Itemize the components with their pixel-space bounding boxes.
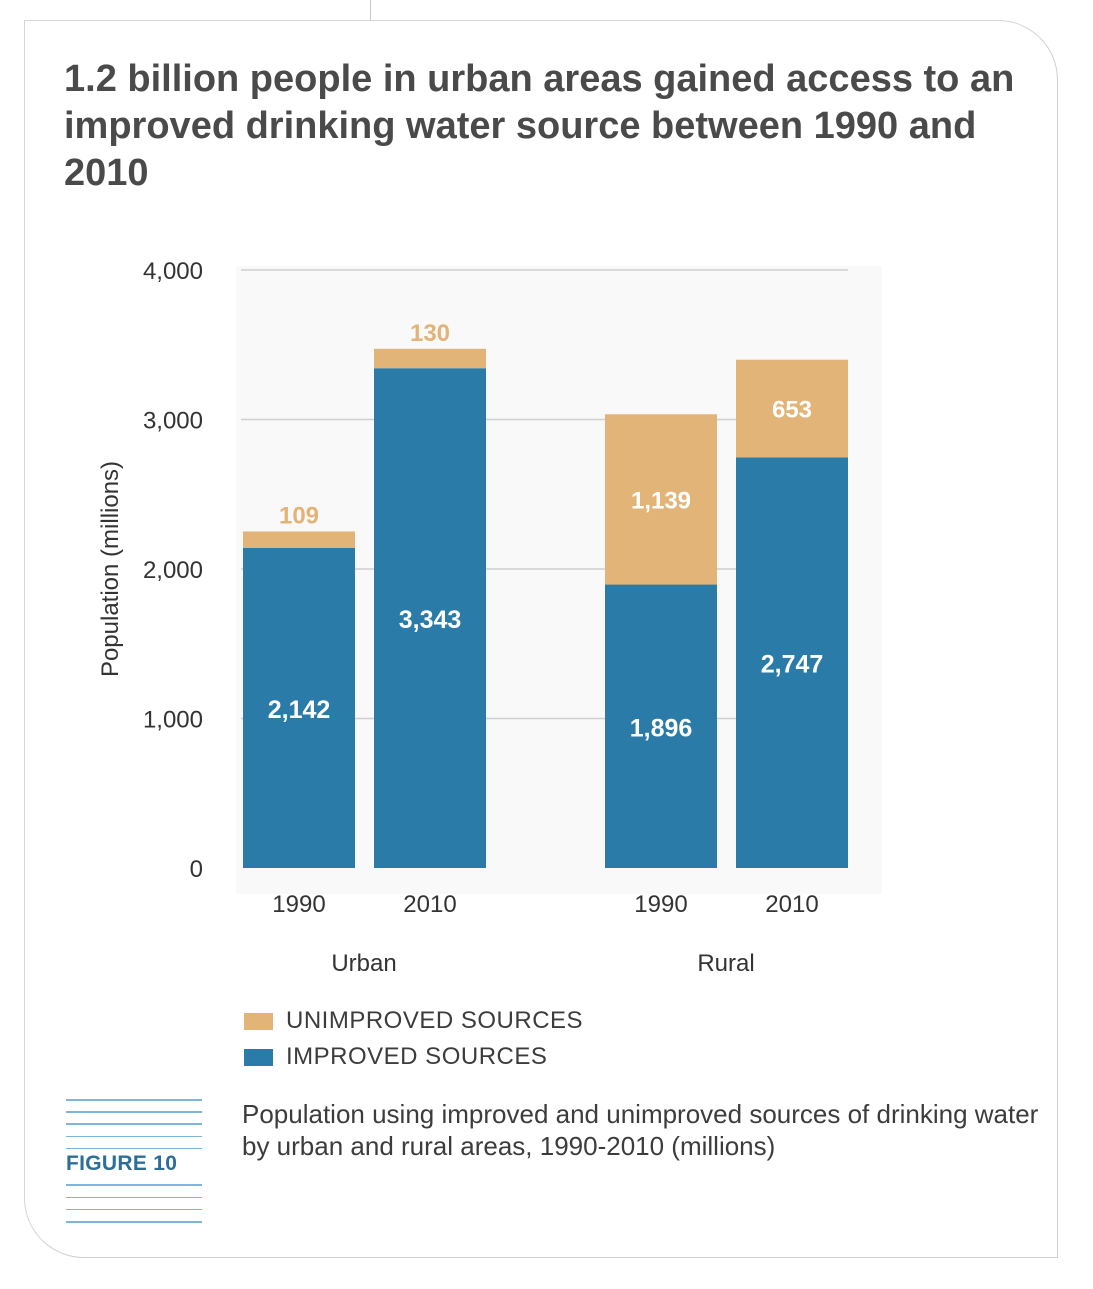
figure-label-line <box>66 1099 202 1101</box>
data-label-unimproved: 109 <box>279 502 319 529</box>
figure-label-line <box>66 1196 202 1199</box>
bar-unimproved <box>243 531 355 548</box>
figure-label-line <box>66 1147 202 1150</box>
bar-improved <box>243 547 355 868</box>
data-label-improved: 2,142 <box>268 696 331 724</box>
bar-unimproved <box>605 414 717 585</box>
legend: UNIMPROVED SOURCES IMPROVED SOURCES <box>244 1003 583 1075</box>
x-group-label: Rural <box>697 950 754 977</box>
x-category-label: 1990 <box>272 891 325 918</box>
bar-unimproved <box>736 359 848 458</box>
bar-improved <box>374 368 486 868</box>
figure-label-line <box>66 1111 202 1113</box>
figure-label-line <box>66 1135 202 1138</box>
data-label-unimproved: 130 <box>410 320 450 347</box>
figure-caption: Population using improved and unimproved… <box>242 1099 1039 1161</box>
y-tick-label: 4,000 <box>143 258 203 285</box>
figure-label: FIGURE 10 <box>66 1150 202 1178</box>
data-label-improved: 2,747 <box>761 651 824 679</box>
y-tick-label: 3,000 <box>143 408 203 435</box>
y-tick-label: 2,000 <box>143 557 203 584</box>
y-tick-label: 1,000 <box>143 707 203 734</box>
figure-label-line <box>66 1208 202 1211</box>
bar-improved <box>605 584 717 868</box>
legend-item-unimproved: UNIMPROVED SOURCES <box>244 1003 583 1039</box>
x-group-label: Urban <box>331 950 396 977</box>
bar-improved <box>736 457 848 868</box>
y-tick-label: 0 <box>190 856 203 883</box>
data-label-unimproved: 653 <box>772 397 812 424</box>
top-divider <box>370 0 371 22</box>
legend-swatch-improved <box>244 1048 273 1066</box>
data-label-improved: 3,343 <box>399 606 462 634</box>
figure-label-line <box>66 1221 202 1223</box>
legend-item-improved: IMPROVED SOURCES <box>244 1039 583 1075</box>
legend-label-unimproved: UNIMPROVED SOURCES <box>286 1007 584 1034</box>
x-category-label: 2010 <box>765 891 818 918</box>
bar-unimproved <box>374 348 486 369</box>
y-axis-label: Population (millions) <box>97 461 124 677</box>
figure-label-line <box>66 1184 202 1186</box>
figure-label-line <box>66 1123 202 1125</box>
legend-label-improved: IMPROVED SOURCES <box>286 1043 548 1070</box>
headline: 1.2 billion people in urban areas gained… <box>64 58 1015 194</box>
x-category-label: 2010 <box>403 891 456 918</box>
x-category-label: 1990 <box>634 891 687 918</box>
legend-swatch-unimproved <box>244 1012 273 1030</box>
data-label-improved: 1,896 <box>630 714 693 742</box>
data-label-unimproved: 1,139 <box>631 487 691 514</box>
